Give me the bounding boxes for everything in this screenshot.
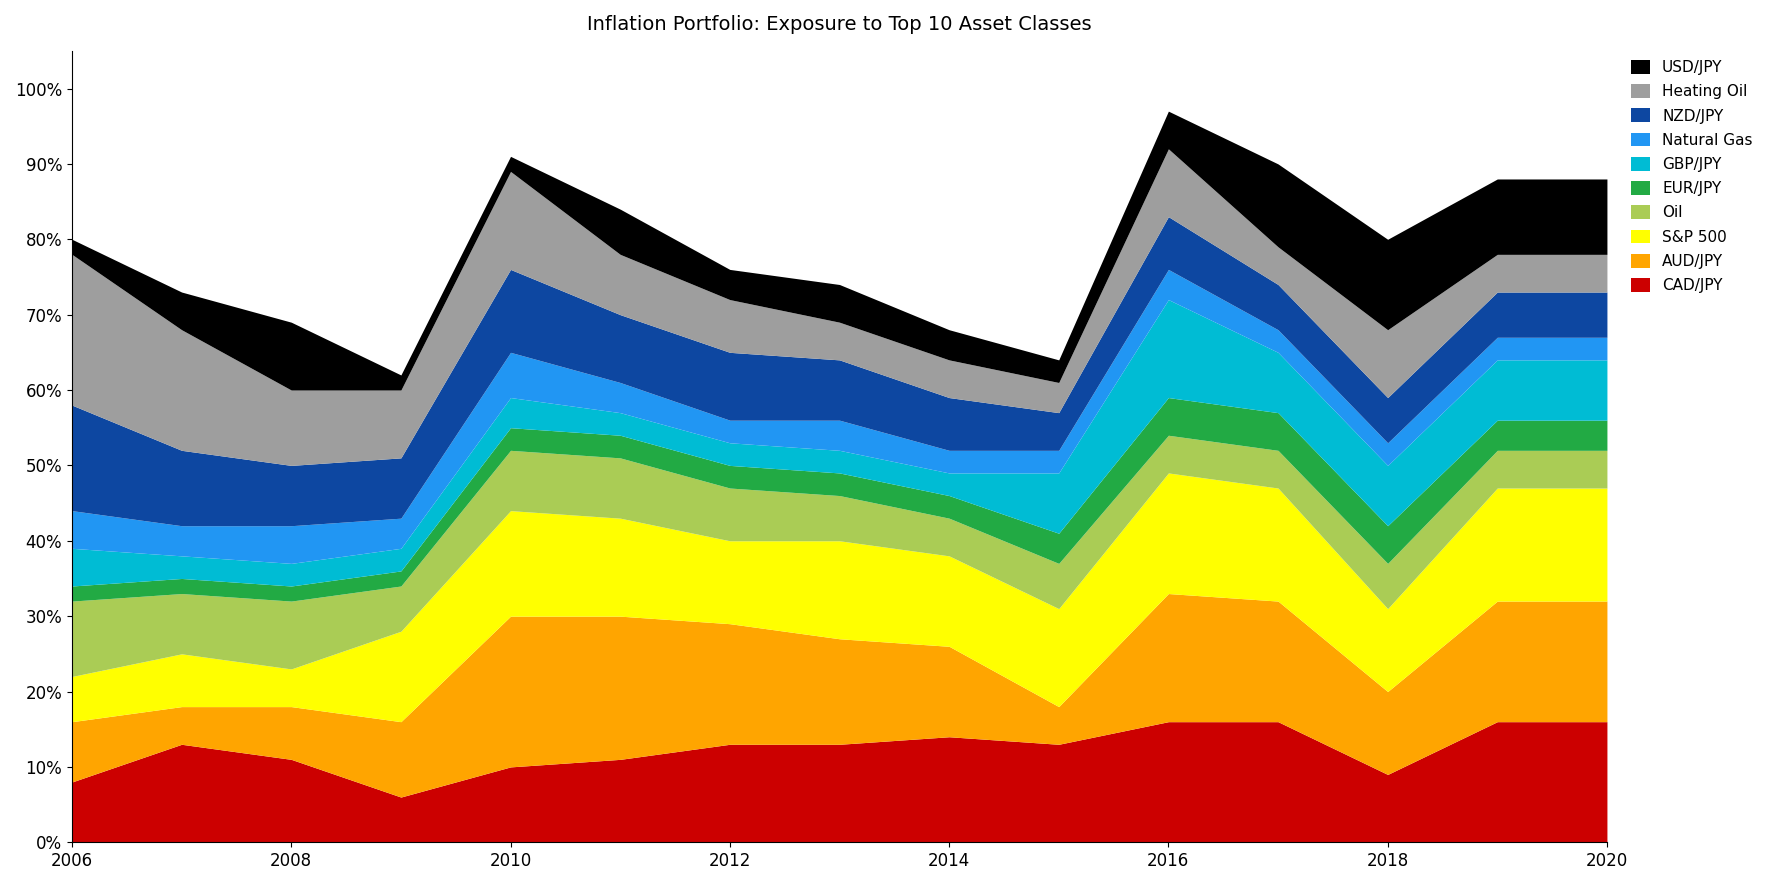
Legend: USD/JPY, Heating Oil, NZD/JPY, Natural Gas, GBP/JPY, EUR/JPY, Oil, S&P 500, AUD/: USD/JPY, Heating Oil, NZD/JPY, Natural G… (1625, 54, 1758, 299)
Title: Inflation Portfolio: Exposure to Top 10 Asset Classes: Inflation Portfolio: Exposure to Top 10 … (587, 15, 1092, 34)
